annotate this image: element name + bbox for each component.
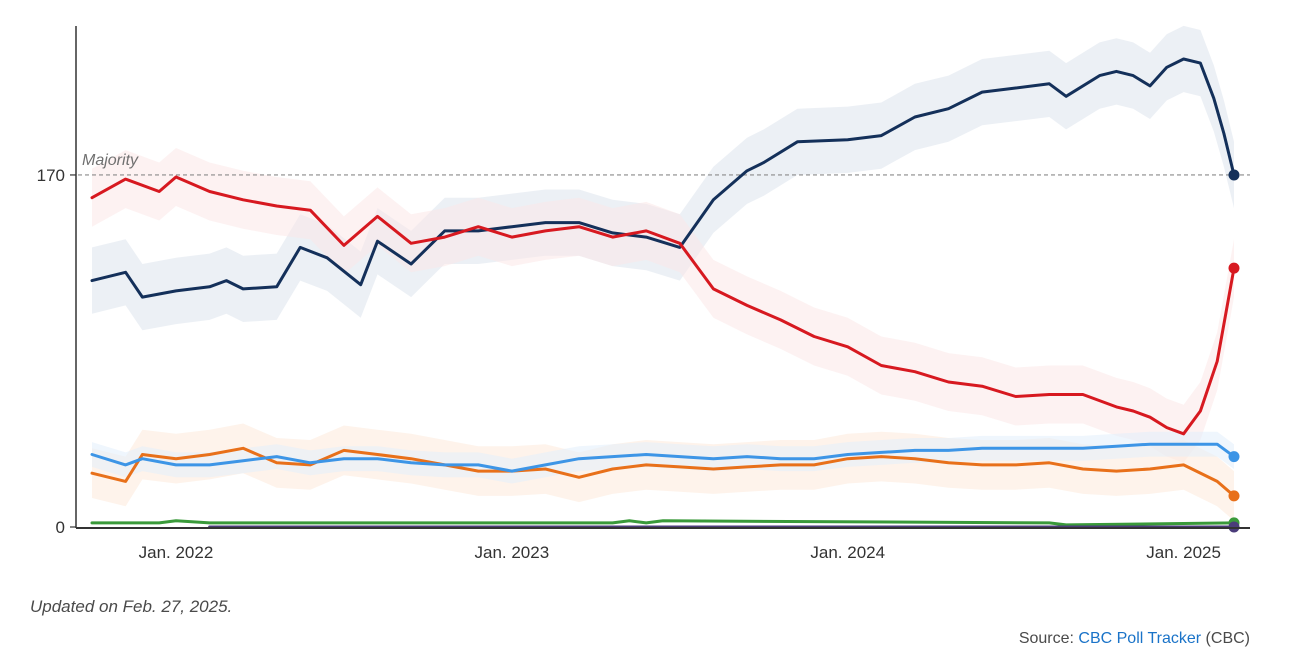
majority-label: Majority	[82, 152, 139, 169]
x-tick-label-2: Jan. 2024	[810, 543, 885, 562]
x-tick-label-3: Jan. 2025	[1146, 543, 1221, 562]
liberal-band	[92, 148, 1234, 463]
source-prefix: Source:	[1018, 630, 1079, 647]
x-tick-label-1: Jan. 2023	[475, 543, 550, 562]
conservative-band	[92, 25, 1234, 331]
bloc-qu-b-cois-line	[90, 442, 1236, 473]
bloc-qu-b-cois-end-dot	[1228, 451, 1240, 463]
ndp-line	[90, 446, 1236, 498]
liberal-line	[90, 175, 1236, 436]
confidence-bands	[92, 25, 1234, 521]
y-tick-label-0: 0	[56, 518, 65, 537]
conservative-end-dot	[1228, 169, 1240, 181]
bloc-qu-b-cois-band	[92, 431, 1234, 484]
x-tick-label-0: Jan. 2022	[139, 543, 214, 562]
conservative-line	[90, 57, 1236, 299]
y-tick-label-1: 170	[37, 166, 65, 185]
x-tick-labels: Jan. 2022 Jan. 2023 Jan. 2024 Jan. 2025	[139, 543, 1221, 562]
ndp-end-dot	[1228, 490, 1240, 502]
updated-note: Updated on Feb. 27, 2025.	[30, 597, 233, 616]
source-link[interactable]: CBC Poll Tracker	[1078, 630, 1202, 647]
source-line: Source: CBC Poll Tracker (CBC)	[1019, 630, 1250, 648]
green-line	[90, 519, 1236, 527]
liberal-end-dot	[1228, 262, 1240, 274]
source-suffix: (CBC)	[1201, 630, 1250, 647]
y-tick-labels: 0 170	[37, 166, 76, 537]
